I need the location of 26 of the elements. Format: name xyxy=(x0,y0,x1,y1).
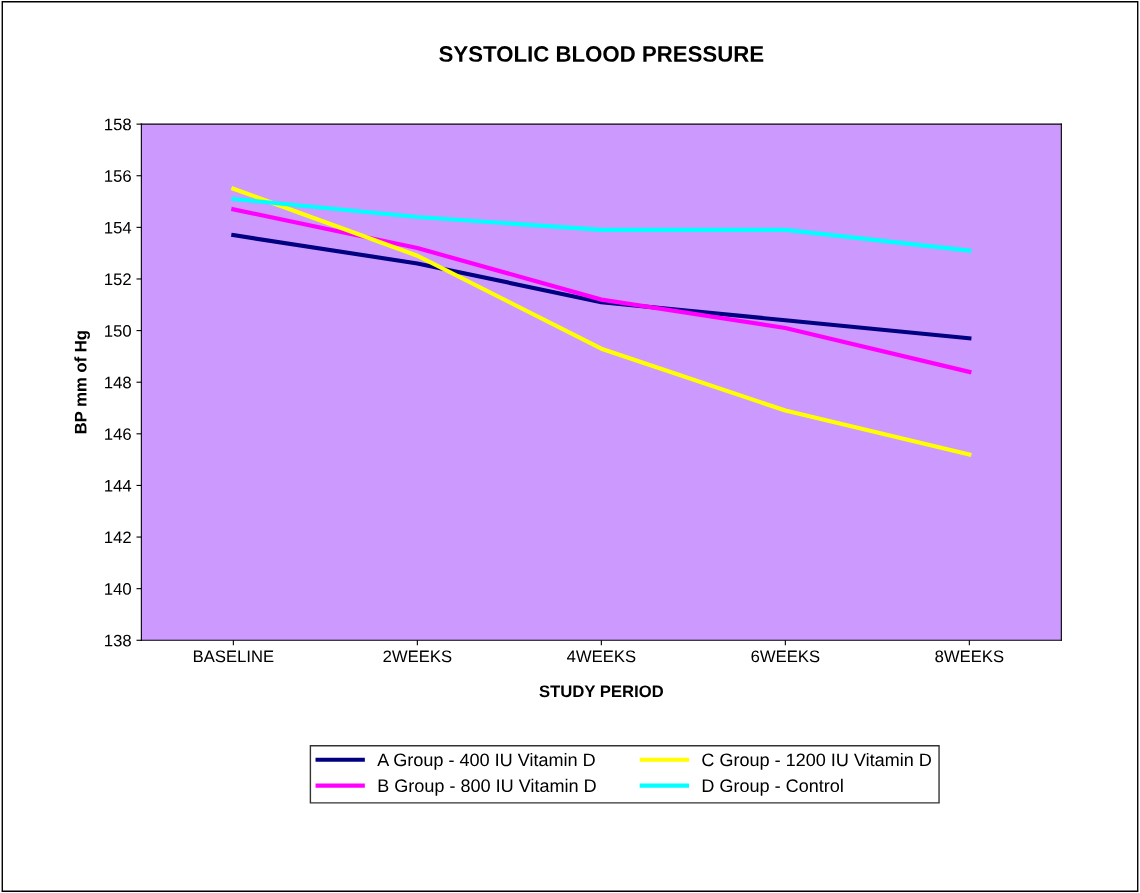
legend-label: C Group - 1200 IU Vitamin D xyxy=(702,752,931,770)
legend-label: B Group - 800 IU Vitamin D xyxy=(378,778,596,796)
chart-title: SYSTOLIC BLOOD PRESSURE xyxy=(439,46,764,62)
legend-label: D Group - Control xyxy=(702,778,843,796)
y-tick-label: 152 xyxy=(105,273,131,286)
line-series xyxy=(231,207,972,374)
x-tick-label: 8WEEKS xyxy=(935,650,1004,663)
y-tick-label: 148 xyxy=(105,376,131,389)
y-tick-label: 144 xyxy=(105,480,132,492)
y-tick-label: 146 xyxy=(105,428,131,441)
line-series xyxy=(231,196,972,253)
y-tick-label: 150 xyxy=(105,324,131,337)
x-tick-label: 2WEEKS xyxy=(383,650,452,663)
y-tick-label: 158 xyxy=(105,118,131,131)
y-tick-label: 140 xyxy=(105,583,131,595)
y-tick-label: 138 xyxy=(105,634,131,647)
y-tick-label: 142 xyxy=(105,531,131,544)
x-tick-label: BASELINE xyxy=(193,650,274,663)
x-tick-label: 4WEEKS xyxy=(567,650,636,663)
legend-label: A Group - 400 IU Vitamin D xyxy=(377,752,595,770)
x-axis-title: STUDY PERIOD xyxy=(539,685,664,698)
line-series xyxy=(231,186,972,457)
y-tick-label: 154 xyxy=(105,221,132,234)
y-tick-label: 156 xyxy=(105,170,131,182)
y-axis-title: BP mm of Hg xyxy=(74,331,90,434)
x-tick-label: 6WEEKS xyxy=(751,650,820,663)
